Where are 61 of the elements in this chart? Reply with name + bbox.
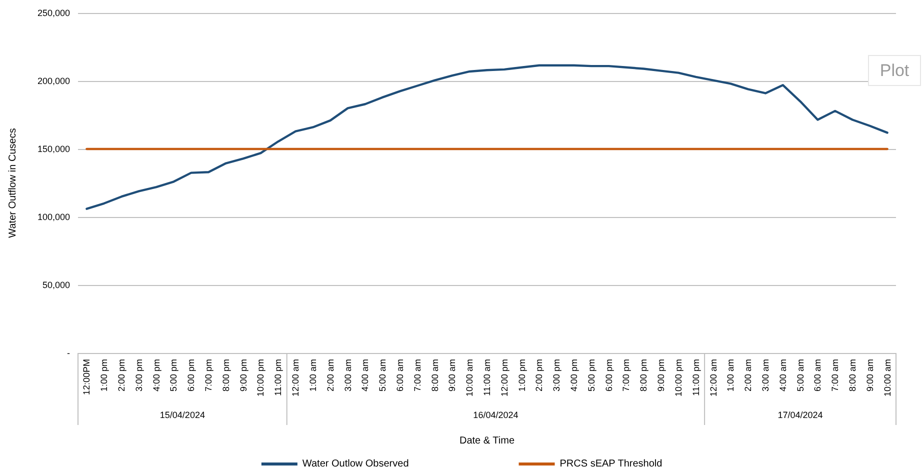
x-tick-label: 6:00 pm	[604, 359, 614, 392]
x-tick-label: 6:00 am	[394, 359, 405, 392]
x-tick-label: 10:00 am	[882, 359, 892, 397]
x-tick-label: 12:00 am	[708, 359, 718, 397]
x-tick-label: 5:00 pm	[168, 359, 179, 392]
text: 16/04/2024	[473, 410, 518, 420]
x-tick-label: 3:00 pm	[552, 359, 562, 392]
x-tick-label: 1:00 am	[308, 359, 318, 392]
x-tick-label: 4:00 am	[778, 359, 788, 392]
x-tick-label: 12:00 pm	[499, 359, 510, 397]
x-tick-label: 7:00 am	[830, 359, 840, 392]
x-tick-label: 1:00 pm	[99, 359, 110, 392]
x-tick-label: 3:00 pm	[134, 359, 144, 392]
y-tick-label: 250,000	[37, 8, 70, 18]
y-tick-label: 150,000	[37, 144, 70, 154]
x-tick-label: 11:00 am	[482, 359, 492, 396]
x-tick-label: 10:00 pm	[673, 359, 684, 397]
legend-label: Water Outlow Observed	[302, 458, 409, 470]
legend-label: PRCS sEAP Threshold	[560, 458, 662, 470]
x-axis-title: Date & Time	[459, 436, 515, 446]
x-tick-label: 11:00 pm	[273, 359, 284, 396]
annotation: Plot	[880, 61, 910, 80]
x-tick-label: 5:00 am	[795, 359, 806, 392]
x-tick-label: 5:00 pm	[586, 359, 596, 392]
x-tick-label: 5:00 am	[378, 359, 388, 392]
x-tick-label: 11:00 pm	[690, 359, 701, 396]
x-tick-label: 9:00 am	[447, 359, 458, 392]
x-tick-label: 3:00 am	[760, 359, 770, 392]
x-tick-label: 2:00 pm	[116, 359, 127, 392]
x-tick-label: 7:00 pm	[204, 359, 214, 392]
text: 17/04/2024	[778, 410, 823, 420]
x-tick-label: 2:00 pm	[534, 359, 544, 392]
y-tick-label: -	[67, 348, 70, 358]
x-tick-label: 1:00 am	[726, 359, 736, 392]
x-tick-label: 9:00 pm	[238, 359, 248, 392]
text: 15/04/2024	[160, 410, 205, 420]
x-tick-label: 4:00 pm	[569, 359, 580, 392]
x-tick-label: 6:00 am	[812, 359, 823, 392]
x-tick-label: 3:00 am	[342, 359, 353, 392]
x-tick-label: 4:00 am	[360, 359, 370, 392]
x-tick-label: 1:00 pm	[516, 359, 527, 392]
x-tick-label: 8:00 pm	[220, 359, 231, 392]
x-tick-label: 9:00 am	[864, 359, 875, 392]
y-tick-label: 50,000	[42, 280, 70, 290]
x-tick-label: 10:00 pm	[256, 359, 266, 397]
x-tick-label: 8:00 am	[847, 359, 858, 392]
x-tick-label: 2:00 am	[325, 359, 336, 392]
x-tick-label: 12:00PM	[82, 359, 92, 396]
x-tick-label: 9:00 pm	[656, 359, 666, 392]
y-tick-label: 100,000	[37, 212, 70, 222]
x-tick-label: 12:00 am	[290, 359, 301, 397]
x-tick-label: 6:00 pm	[186, 359, 196, 392]
x-tick-label: 2:00 am	[743, 359, 754, 392]
x-tick-label: 7:00 pm	[621, 359, 632, 392]
y-tick-label: 200,000	[37, 76, 70, 86]
x-tick-label: 7:00 am	[412, 359, 422, 392]
x-tick-label: 8:00 pm	[638, 359, 649, 392]
x-tick-label: 10:00 am	[464, 359, 475, 397]
x-tick-label: 8:00 am	[430, 359, 440, 392]
y-axis-title: Water Outflow in Cusecs	[8, 128, 18, 238]
x-tick-label: 4:00 pm	[151, 359, 162, 392]
